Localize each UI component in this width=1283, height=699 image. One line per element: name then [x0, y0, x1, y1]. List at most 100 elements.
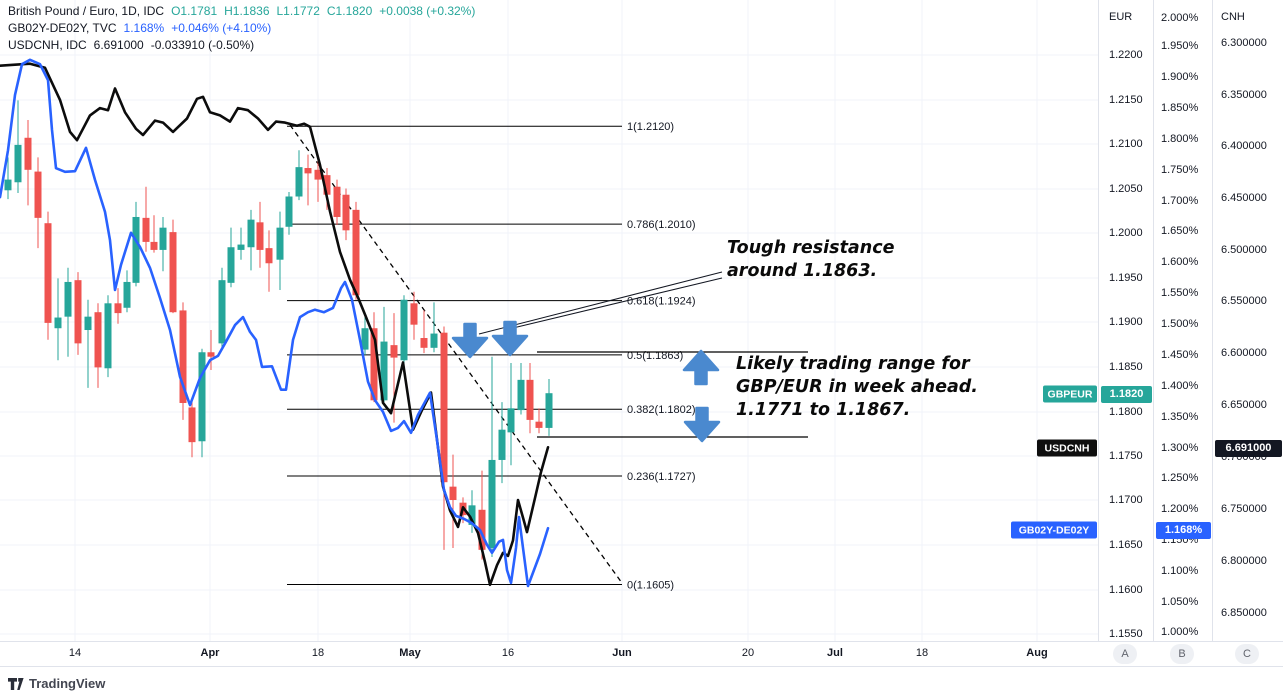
candle: [34, 157, 42, 249]
axis-tick-label: 1.1600: [1109, 584, 1143, 596]
ohlc-open: O1.1781: [171, 4, 218, 18]
candle: [449, 454, 457, 549]
price-scale-eur[interactable]: EUR 1.2200 1.2150 1.2100 1.2050 1.2000 1.1950 1…: [1098, 0, 1154, 641]
time-tick-label: 20: [741, 647, 755, 659]
price-scale-cnh[interactable]: CNH 6.300000 6.350000 6.400000 6.450000 6.500…: [1212, 0, 1283, 641]
axis-tick-label: 6.300000: [1221, 37, 1267, 49]
tradingview-logo[interactable]: TradingView: [8, 676, 105, 691]
candle: [198, 348, 206, 458]
candle: [142, 186, 150, 252]
candle: [400, 295, 408, 365]
change-gb02y-de02y: +0.046% (+4.10%): [171, 21, 272, 35]
annotation-trading-range[interactable]: Likely trading range for GBP/EUR in week…: [736, 353, 978, 422]
candle: [526, 362, 534, 434]
candle: [440, 326, 448, 550]
axis-tick-label: 6.800000: [1221, 555, 1267, 567]
change-usdcnh: -0.033910 (-0.50%): [150, 38, 255, 52]
time-tick-label: 18: [915, 647, 929, 659]
annotation-range-line1: Likely trading range for: [736, 354, 970, 374]
fib-label: 0.5(1.1863): [627, 350, 683, 362]
change-gbpeur: +0.0038 (+0.32%): [379, 4, 476, 18]
candle: [188, 397, 196, 458]
scale-button-c[interactable]: C: [1235, 644, 1259, 664]
axis-tick-label: 1.000%: [1161, 626, 1199, 638]
annotation-resistance[interactable]: Tough resistance around 1.1863.: [727, 237, 894, 283]
scale-button-b[interactable]: B: [1170, 644, 1194, 664]
down-arrow-icon: [683, 406, 721, 443]
candle: [44, 211, 52, 340]
fib-label: 0.382(1.1802): [627, 404, 696, 416]
axis-tick-label: 6.600000: [1221, 347, 1267, 359]
axis-tick-label: 1.950%: [1161, 40, 1199, 52]
candle: [370, 312, 378, 403]
axis-tick-label: 1.350%: [1161, 411, 1199, 423]
candle: [64, 267, 72, 357]
time-tick-label: Jun: [612, 647, 632, 659]
fib-label: 0(1.1605): [627, 580, 674, 592]
axis-tick-label: 1.250%: [1161, 472, 1199, 484]
axis-tick-label: 1.1850: [1109, 361, 1143, 373]
legend-row-usdcnh[interactable]: USDCNH, IDC 6.691000 -0.033910 (-0.50%): [8, 37, 475, 54]
axis-tick-label: 1.1800: [1109, 406, 1143, 418]
candle: [265, 230, 273, 292]
candle: [304, 154, 312, 206]
candle: [54, 278, 62, 361]
annotation-leader-line: [478, 271, 723, 335]
axis-tick-label: 1.2100: [1109, 138, 1143, 150]
fib-label: 1(1.2120): [627, 121, 674, 133]
axis-tick-label: 1.2050: [1109, 183, 1143, 195]
candle: [488, 356, 496, 557]
time-axis[interactable]: 14 Apr 18 May 16 Jun 20 Jul 18 Aug A B C: [0, 641, 1283, 667]
down-arrow-icon: [491, 320, 529, 357]
axis-title: CNH: [1221, 11, 1245, 23]
time-tick-label: 18: [311, 647, 325, 659]
fib-label: 0.236(1.1727): [627, 471, 696, 483]
axis-tick-label: 1.900%: [1161, 71, 1199, 83]
series-badge-gb02y-de02y: GB02Y-DE02Y: [1011, 521, 1097, 539]
candle: [517, 362, 525, 415]
axis-tick-label: 1.100%: [1161, 565, 1199, 577]
legend-row-gbpeur[interactable]: British Pound / Euro, 1D, IDC O1.1781 H1.1…: [8, 3, 475, 20]
annotation-range-line3: 1.1771 to 1.1867.: [736, 400, 911, 420]
series-badge-gbpeur: GBPEUR: [1043, 385, 1097, 403]
symbol-title-gbpeur: British Pound / Euro, 1D, IDC: [8, 4, 165, 18]
candle: [507, 362, 515, 466]
chart-canvas[interactable]: 1(1.2120) 0.786(1.2010) 0.618(1.1924) 0.5(1…: [0, 0, 1098, 641]
candle: [545, 378, 553, 436]
axis-tick-label: 1.2150: [1109, 94, 1143, 106]
legend-row-gb02y-de02y[interactable]: GB02Y-DE02Y, TVC 1.168% +0.046% (+4.10%): [8, 20, 475, 37]
time-tick-label: May: [399, 647, 421, 659]
price-scale-percent[interactable]: 2.000% 1.950% 1.900% 1.850% 1.800% 1.750% 1.70…: [1153, 0, 1213, 641]
candle: [295, 150, 303, 201]
chart-legend: British Pound / Euro, 1D, IDC O1.1781 H1.1…: [8, 3, 475, 54]
scale-button-a[interactable]: A: [1113, 644, 1137, 664]
axis-tick-label: 1.550%: [1161, 287, 1199, 299]
arrow-drawings[interactable]: [451, 320, 721, 443]
candle: [361, 313, 369, 355]
svg-text:GBPEUR: GBPEUR: [1048, 389, 1093, 401]
fib-label: 0.786(1.2010): [627, 219, 696, 231]
ohlc-close: C1.1820: [326, 4, 373, 18]
candle: [276, 211, 284, 290]
candle: [114, 288, 122, 324]
candle: [430, 302, 438, 353]
annotation-range-line2: GBP/EUR in week ahead.: [736, 377, 978, 397]
candle: [342, 188, 350, 241]
candle: [179, 302, 187, 420]
last-price-badge: 6.691000: [1215, 439, 1282, 457]
candle: [285, 192, 293, 235]
axis-tick-label: 1.1700: [1109, 494, 1143, 506]
annotation-resistance-line1: Tough resistance: [727, 238, 895, 258]
fib-retracement[interactable]: 1(1.2120) 0.786(1.2010) 0.618(1.1924) 0.5(1…: [287, 121, 696, 592]
axis-tick-label: 1.1650: [1109, 539, 1143, 551]
candle: [333, 179, 341, 225]
axis-tick-label: 6.650000: [1221, 399, 1267, 411]
tradingview-logo-text: TradingView: [29, 676, 106, 691]
time-tick-label: Jul: [827, 647, 843, 659]
candle: [74, 272, 82, 355]
axis-tick-label: 1.2200: [1109, 49, 1143, 61]
candle: [150, 215, 158, 253]
candle: [14, 100, 22, 193]
candle: [84, 299, 92, 388]
